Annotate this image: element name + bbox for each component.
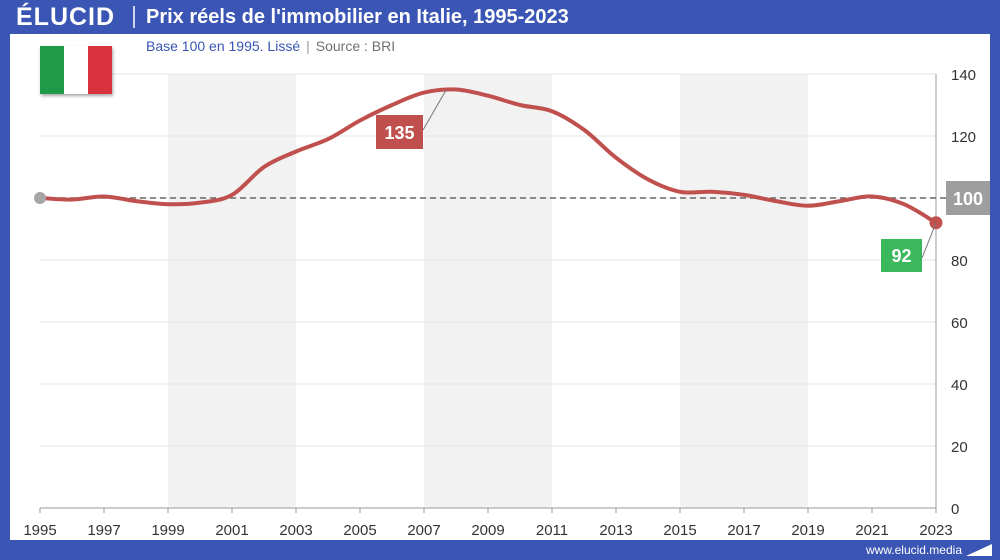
shaded-band-2 — [680, 74, 808, 508]
x-tick-label: 2017 — [727, 522, 760, 539]
chart-title: Prix réels de l'immobilier en Italie, 19… — [146, 6, 569, 28]
shaded-band-0 — [168, 74, 296, 508]
header-bar: ÉLUCID Prix réels de l'immobilier en Ita… — [0, 0, 1000, 34]
x-tick-label: 2019 — [791, 522, 824, 539]
flag-stripe-red — [88, 46, 112, 94]
y-tick-label: 120 — [951, 129, 976, 146]
x-tick-label: 1997 — [87, 522, 120, 539]
x-tick-label: 2005 — [343, 522, 376, 539]
end-label: 92 — [891, 246, 911, 266]
x-tick-label: 2011 — [536, 522, 568, 539]
end-leader-line — [921, 222, 937, 259]
line-chart: 0 20 40 60 80 100 120 140 1995 1997 1999 2001 2003 20… — [23, 67, 990, 539]
chart-subtitle: Base 100 en 1995. Lissé | Source : BRI — [146, 38, 395, 54]
peak-label-box — [376, 115, 423, 149]
source-text: Source : BRI — [315, 38, 396, 54]
y-tick-label: 40 — [951, 377, 968, 394]
x-tick-label: 2021 — [855, 522, 888, 539]
price-series-line — [38, 87, 938, 225]
y-tick-label: 20 — [951, 439, 968, 456]
y-tick-label: 0 — [951, 501, 959, 518]
x-tick-label: 2007 — [407, 522, 440, 539]
flag-stripe-white — [64, 46, 88, 94]
brand-mark-icon — [966, 544, 992, 556]
footer-url[interactable]: www.elucid.media — [865, 543, 962, 557]
shaded-band-1 — [424, 74, 552, 508]
x-tick-label: 2001 — [215, 522, 248, 539]
peak-label: 135 — [384, 123, 414, 143]
subtitle-separator: | — [306, 38, 310, 54]
brand-logo: ÉLUCID — [16, 3, 116, 31]
start-point-dot — [34, 192, 46, 204]
header-divider — [133, 6, 135, 28]
x-tick-label: 1995 — [23, 522, 56, 539]
y-tick-label: 140 — [951, 67, 976, 84]
x-tick-label: 2023 — [919, 522, 952, 539]
subtitle-text: Base 100 en 1995. Lissé — [146, 38, 301, 54]
x-tick-label: 2013 — [599, 522, 632, 539]
baseline-label-box — [946, 181, 990, 215]
y-tick-label: 60 — [951, 315, 968, 332]
italy-flag-icon — [40, 46, 112, 94]
baseline-label: 100 — [953, 189, 983, 209]
x-tick-label: 2009 — [471, 522, 504, 539]
x-tick-label: 1999 — [151, 522, 184, 539]
x-tick-label: 2015 — [663, 522, 696, 539]
footer: www.elucid.media — [0, 540, 1000, 560]
x-tick-label: 2003 — [279, 522, 312, 539]
peak-leader-line — [422, 89, 447, 131]
y-tick-label: 80 — [951, 253, 968, 270]
flag-stripe-green — [40, 46, 64, 94]
end-label-box — [881, 239, 922, 272]
chart-panel: 0 20 40 60 80 100 120 140 1995 1997 1999 2001 2003 20… — [10, 34, 990, 540]
